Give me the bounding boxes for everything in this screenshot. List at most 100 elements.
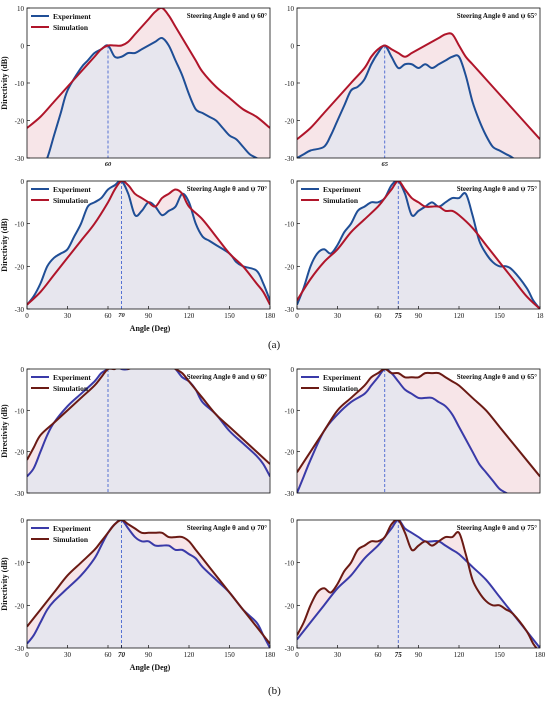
y-tick-label: -30 [285,645,295,653]
y-tick-label: -10 [285,80,295,88]
series-line-simulation [297,369,540,478]
x-tick-label: 75 [395,651,403,659]
y-tick-label: -10 [15,221,25,229]
chart-b2: 0 -10 -20 -30 Steering Angle θ and ψ 65° Expe… [285,366,541,498]
plot-frame [296,368,541,494]
x-tick-label: 90 [145,312,153,320]
y-tick-label: -10 [285,221,295,229]
legend-entry-simulation: Simulation [53,535,89,544]
y-tick-label: 10 [287,5,295,13]
series-line-simulation [27,369,270,465]
chart-title: Steering Angle θ and ψ 60° [187,373,268,381]
y-tick-label: -20 [15,602,25,610]
series-fill-experiment [297,181,540,309]
x-tick-label: 0 [25,312,29,320]
chart-title: Steering Angle θ and ψ 70° [187,524,268,532]
y-tick-label: -30 [285,155,295,163]
chart-title: Steering Angle θ and ψ 65° [457,373,538,381]
y-tick-label: 0 [291,43,295,51]
x-axis-label: Angle (Deg) [130,324,171,333]
x-tick-label: 180 [265,312,276,320]
steer-angle-label: 65 [382,161,389,168]
legend-entry-experiment: Experiment [53,524,91,533]
x-tick-label: 75 [395,312,403,320]
series-line-experiment [27,520,270,648]
legend-entry-experiment: Experiment [53,12,91,21]
x-tick-label: 30 [64,651,72,659]
x-axis-label: Angle (Deg) [130,663,171,672]
y-tick-label: -30 [15,490,25,498]
y-tick-label: -20 [285,118,295,126]
y-tick-label: -10 [285,407,295,415]
chart-title: Steering Angle θ and ψ 60° [187,12,268,20]
series-line-simulation [27,181,270,306]
x-tick-label: 30 [334,312,342,320]
chart-a1: 10 0 -10 -20 -30 60 Steering Angle θ and ψ 60°… [0,5,271,168]
y-tick-label: 0 [21,178,25,186]
chart-a2: 10 0 -10 -20 -30 65 Steering Angle θ and ψ 65° [285,5,541,168]
x-tick-label: 60 [375,651,383,659]
series-fill-experiment [27,37,270,158]
series-line-experiment [297,369,509,493]
figure-label-b: (b) [268,685,281,697]
plot-area-a1 [27,8,270,158]
y-tick-label: -30 [15,306,25,314]
plot-area-b2 [297,369,540,493]
legend-entry-experiment: Experiment [53,185,91,194]
x-tick-label: 70 [118,651,126,659]
x-tick-label: 18 [537,312,545,320]
x-tick-label: 30 [334,651,342,659]
y-tick-label: -20 [15,449,25,457]
x-tick-label: 150 [224,651,235,659]
series-fill-experiment [27,520,270,648]
series-line-experiment [27,181,270,306]
x-tick-label: 150 [494,312,505,320]
y-axis-label: Directivity (dB) [0,218,9,272]
y-tick-label: -10 [15,80,25,88]
x-tick-label: 0 [295,312,299,320]
legend-entry-experiment: Experiment [323,373,361,382]
x-tick-label: 150 [224,312,235,320]
y-tick-label: -20 [15,118,25,126]
y-tick-label: -20 [285,602,295,610]
x-tick-label: 60 [375,312,383,320]
y-axis-label: Directivity (dB) [0,404,9,458]
series-line-simulation [297,32,540,141]
plot-area-a3 [27,181,270,309]
legend-entry-experiment: Experiment [323,185,361,194]
y-tick-label: 10 [17,5,25,13]
series-fill-experiment [27,181,270,309]
x-tick-label: 120 [184,651,195,659]
chart-title: Steering Angle θ and ψ 65° [457,12,538,20]
chart-title: Steering Angle θ and ψ 70° [187,185,268,193]
series-line-simulation [297,520,538,648]
x-tick-label: 120 [454,651,465,659]
plot-area-b3 [27,520,270,648]
y-tick-label: -30 [285,490,295,498]
figure-label-a: (a) [268,339,281,351]
steer-angle-label: 70 [118,312,125,319]
series-line-simulation [297,181,540,309]
x-tick-label: 60 [105,312,113,320]
x-tick-label: 180 [265,651,276,659]
legend-entry-simulation: Simulation [53,384,89,393]
x-tick-label: 0 [25,651,29,659]
series-fill-experiment [297,369,540,493]
y-tick-label: 0 [291,517,295,525]
y-tick-label: -20 [285,263,295,271]
x-tick-label: 120 [184,312,195,320]
y-tick-label: -10 [285,560,295,568]
y-tick-label: 0 [291,366,295,374]
y-tick-label: -10 [15,407,25,415]
y-tick-label: -30 [15,645,25,653]
legend-entry-experiment: Experiment [53,373,91,382]
legend-entry-simulation: Simulation [323,384,359,393]
chart-title: Steering Angle θ and ψ 75° [457,524,538,532]
series-line-simulation [27,520,270,645]
y-tick-label: 0 [291,178,295,186]
